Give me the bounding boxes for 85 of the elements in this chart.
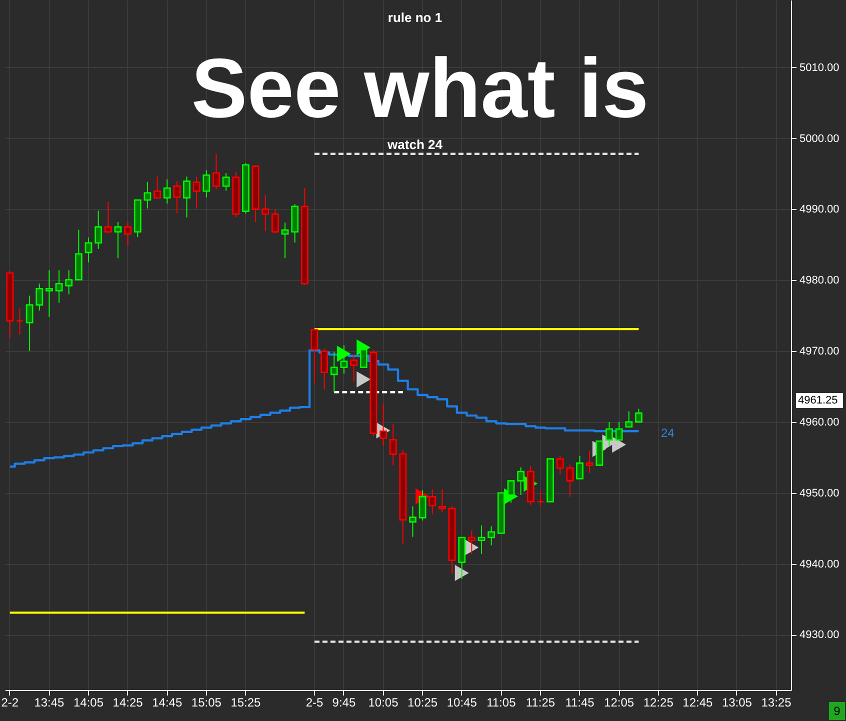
candlestick [606, 421, 613, 447]
x-tick-label: 10:05 [368, 696, 399, 710]
candlestick [635, 408, 642, 423]
candlestick [468, 530, 476, 554]
candlestick [478, 524, 486, 554]
candlestick [566, 464, 574, 498]
candlestick [154, 176, 161, 200]
x-tick-label: 12:45 [682, 696, 713, 710]
y-tick-label: 4950.00 [800, 487, 840, 500]
x-tick-label: 12:05 [604, 696, 634, 710]
candlestick [330, 351, 338, 393]
candlestick [222, 172, 230, 192]
candlestick [84, 237, 92, 263]
candlestick [576, 455, 584, 480]
x-tick-label: 12:25 [643, 696, 674, 710]
text: See what is [191, 41, 649, 135]
candlestick [488, 526, 496, 546]
point [356, 371, 371, 388]
candlestick [16, 308, 24, 336]
candlestick [212, 153, 220, 190]
x-tick-label: 10:45 [446, 696, 478, 710]
candlestick [310, 328, 318, 384]
candlestick [350, 354, 358, 382]
candlestick [438, 488, 446, 513]
annotation: 24 [661, 426, 675, 440]
candlestick [173, 180, 181, 214]
x-tick-label: 14:25 [112, 696, 144, 710]
candlestick [320, 348, 328, 390]
x-tick-label: 13:05 [722, 696, 752, 710]
candlestick [94, 210, 102, 250]
candlestick [46, 270, 53, 318]
candlestick [202, 170, 210, 198]
text: 9 [834, 704, 841, 718]
candlestick [536, 490, 544, 506]
y-tick-label: 5010.00 [800, 62, 840, 74]
x-tick-label: 9:45 [332, 696, 356, 710]
candlestick [104, 201, 112, 234]
x-tick-label: 10:25 [408, 696, 438, 710]
x-tick-label: 11:45 [565, 696, 595, 710]
x-tick-label: 11:05 [486, 696, 516, 710]
candlestick [556, 455, 564, 475]
point [336, 346, 351, 362]
candlestick [55, 270, 63, 304]
candlestick [380, 403, 387, 447]
candlestick [507, 480, 515, 504]
candlestick [124, 221, 132, 247]
candlestick [625, 410, 633, 428]
candlestick [389, 423, 397, 466]
candlestick [615, 421, 623, 441]
y-tick-label: 4970.00 [800, 346, 840, 358]
point [454, 564, 469, 582]
x-tick-label: 13:25 [761, 696, 792, 710]
candlestick [586, 450, 594, 474]
candlestick [418, 490, 426, 522]
candlestick [281, 222, 289, 259]
candlestick [183, 176, 190, 218]
y-tick-label: 4940.00 [800, 558, 840, 570]
candlestick [114, 221, 122, 259]
text: 4961.25 [798, 394, 838, 406]
y-tick-label: 4990.00 [800, 204, 840, 216]
candlestick [163, 178, 171, 204]
x-tick-label: 14:05 [73, 696, 104, 710]
candlestick [36, 283, 44, 312]
x-tick-label: 11:25 [526, 696, 556, 710]
point [612, 436, 626, 453]
y-tick-label: 4980.00 [800, 274, 840, 287]
text: rule no 1 [388, 10, 442, 25]
y-tick-label: 5000.00 [800, 132, 840, 145]
y-tick-label: 4930.00 [800, 629, 840, 642]
candlestick [26, 295, 34, 352]
candlestick [192, 176, 200, 209]
candlestick [340, 344, 348, 374]
candlestick [262, 194, 270, 232]
x-tick-label: 14:45 [152, 696, 182, 710]
x-tick-label: 13:45 [34, 696, 65, 710]
candlestick [144, 181, 152, 209]
candlestick [409, 506, 416, 538]
annotation: watch 24 [386, 136, 444, 152]
x-tick-label: 2-5 [306, 696, 324, 710]
x-tick-label: 15:25 [230, 696, 262, 710]
candlestick [65, 270, 73, 295]
y-tick-label: 4960.00 [800, 416, 840, 428]
x-tick-label: 15:05 [191, 696, 222, 710]
candlestick [271, 208, 279, 234]
x-tick-label: 2-2 [1, 696, 19, 710]
